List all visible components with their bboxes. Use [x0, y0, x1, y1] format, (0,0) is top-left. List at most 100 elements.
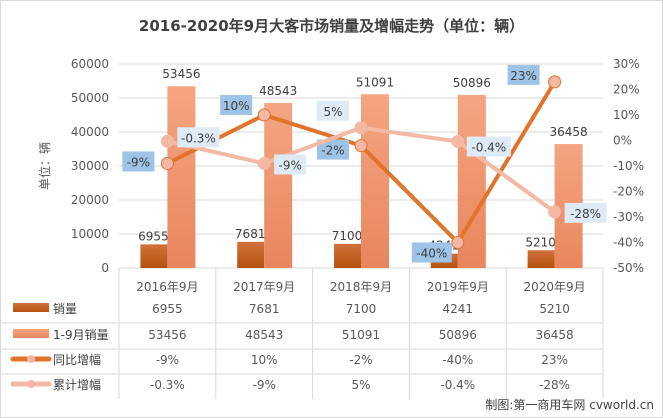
bar-ytd-label: 36458	[550, 125, 588, 139]
cumulative-growth-label-box	[564, 202, 607, 223]
table-cell: 23%	[541, 353, 568, 367]
yoy-growth-point	[257, 108, 271, 122]
bar-sales	[237, 241, 265, 268]
table-cell: -2%	[349, 353, 372, 367]
yoy-growth-label-box	[317, 139, 349, 160]
y2-tick-label: 20%	[613, 83, 640, 97]
legend-label: 同比增幅	[53, 352, 101, 367]
bar-ytd-label: 53456	[162, 67, 200, 81]
y-tick-label: 60000	[71, 57, 109, 71]
yoy-growth-label-box	[220, 95, 253, 115]
x-category-label: 2018年9月	[330, 280, 392, 294]
x-category-label: 2016年9月	[136, 280, 198, 294]
table-cell: 4241	[443, 302, 474, 316]
chart-title: 2016-2020年9月大客市场销量及增幅走势（单位：辆）	[138, 17, 525, 35]
bar-sales	[140, 244, 168, 268]
y-tick-label: 0	[101, 261, 109, 275]
bar-sales-label: 7100	[332, 229, 363, 243]
legend-key-0	[13, 303, 49, 312]
bar-sales	[334, 243, 361, 268]
cumulative-growth-label-box	[317, 100, 349, 121]
cumulative-growth-point	[354, 121, 368, 135]
y-tick-label: 50000	[71, 91, 109, 105]
cumulative-growth-label-box	[177, 127, 220, 148]
yoy-growth-label: -2%	[321, 144, 344, 158]
bar-ytd-label: 50896	[453, 76, 491, 90]
cumulative-growth-point	[548, 205, 562, 219]
cumulative-growth-point	[451, 135, 465, 149]
bar-sales-label: 7681	[235, 227, 266, 241]
legend-label: 销量	[53, 302, 77, 316]
bar-ytd-sales	[264, 102, 293, 268]
yoy-growth-label: 10%	[223, 99, 250, 113]
table-cell: -9%	[253, 378, 276, 392]
y2-tick-label: -50%	[613, 261, 644, 275]
y2-tick-label: 30%	[613, 57, 640, 71]
y2-tick-label: -30%	[613, 210, 644, 224]
bar-ytd-sales	[167, 86, 196, 268]
table-cell: 50896	[439, 328, 477, 342]
table-cell: 5%	[351, 378, 370, 392]
legend-key-1	[13, 329, 49, 338]
yoy-growth-label-box	[507, 64, 540, 85]
yoy-growth-point	[451, 236, 465, 249]
table-cell: -0.4%	[440, 378, 475, 392]
footer-credit: 制图:第一商用车网 cvworld.cn	[485, 398, 654, 412]
cumulative-growth-point	[257, 156, 271, 170]
legend-key-marker	[27, 380, 35, 388]
y2-tick-label: -40%	[613, 236, 644, 250]
yoy-growth-point	[160, 156, 174, 170]
y-tick-label: 40000	[71, 125, 109, 139]
legend-key-marker	[27, 355, 35, 363]
yoy-growth-label: -9%	[127, 155, 150, 169]
table-cell: 48543	[245, 328, 283, 342]
table-cell: 51091	[342, 328, 380, 342]
bar-ytd-label: 48543	[259, 84, 297, 98]
legend-label: 累计增幅	[53, 377, 101, 392]
table-cell: 53456	[148, 328, 186, 342]
y-tick-label: 30000	[71, 159, 109, 173]
legend-label: 1-9月销量	[53, 328, 109, 342]
cumulative-growth-label: 5%	[323, 105, 342, 119]
yoy-growth-point	[354, 139, 368, 153]
cumulative-growth-label: -0.4%	[471, 141, 506, 155]
table-cell: 7100	[346, 302, 377, 316]
table-cell: 5210	[539, 302, 570, 316]
y2-tick-label: 10%	[613, 108, 640, 122]
y2-tick-label: -10%	[613, 159, 644, 173]
bar-sales-label: 5210	[525, 235, 556, 249]
x-category-label: 2020年9月	[524, 280, 586, 294]
table-cell: 10%	[251, 353, 278, 367]
table-cell: 7681	[249, 302, 280, 316]
bar-sales-label: 6955	[138, 229, 169, 243]
table-cell: -9%	[156, 353, 179, 367]
yoy-growth-label-box	[411, 242, 452, 263]
y-tick-label: 10000	[71, 227, 109, 241]
bar-sales	[527, 250, 555, 268]
bar-ytd-label: 51091	[356, 75, 394, 89]
x-category-label: 2017年9月	[233, 280, 295, 294]
table-cell: 36458	[536, 328, 574, 342]
y-axis-label: 单位：辆	[37, 142, 52, 190]
table-cell: -0.3%	[150, 378, 185, 392]
cumulative-growth-point	[160, 134, 174, 148]
table-cell: 6955	[152, 302, 183, 316]
y2-tick-label: -20%	[613, 185, 644, 199]
cumulative-growth-label-box	[274, 154, 307, 175]
cumulative-growth-label-box	[466, 136, 511, 157]
x-category-label: 2019年9月	[427, 280, 489, 294]
yoy-growth-label: -40%	[416, 247, 447, 261]
cumulative-growth-label: -9%	[279, 158, 302, 172]
bar-ytd-sales	[361, 94, 389, 268]
table-cell: -40%	[442, 353, 473, 367]
y2-tick-label: 0%	[613, 134, 632, 148]
cumulative-growth-label: -0.3%	[181, 131, 216, 145]
table-cell: -28%	[539, 378, 570, 392]
y-tick-label: 20000	[71, 193, 109, 207]
yoy-growth-point	[548, 75, 562, 89]
cumulative-growth-label: -28%	[570, 207, 601, 221]
yoy-growth-label: 23%	[510, 69, 537, 83]
yoy-growth-label-box	[122, 151, 155, 172]
